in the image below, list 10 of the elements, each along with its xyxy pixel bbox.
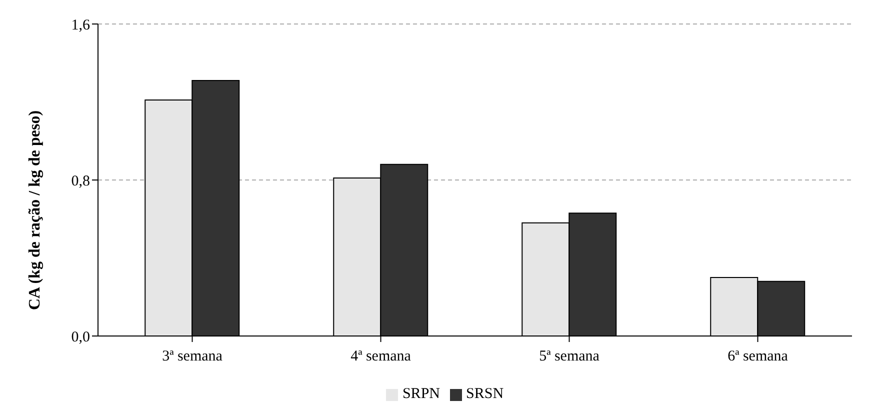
x-tick-label: 5ª semana <box>539 348 600 365</box>
legend-label: SRPN <box>402 386 440 402</box>
x-tick-label: 6ª semana <box>728 348 788 365</box>
y-tick-label: 0,0 <box>71 329 90 346</box>
legend-label: SRSN <box>466 386 504 402</box>
y-axis-title: CA (kg de ração / kg de peso) <box>26 110 44 310</box>
x-tick-label: 3ª semana <box>162 348 223 365</box>
x-tick-label: 4ª semana <box>350 348 412 365</box>
y-tick-label: 0,8 <box>71 173 90 190</box>
y-tick-label: 1,6 <box>71 17 90 34</box>
